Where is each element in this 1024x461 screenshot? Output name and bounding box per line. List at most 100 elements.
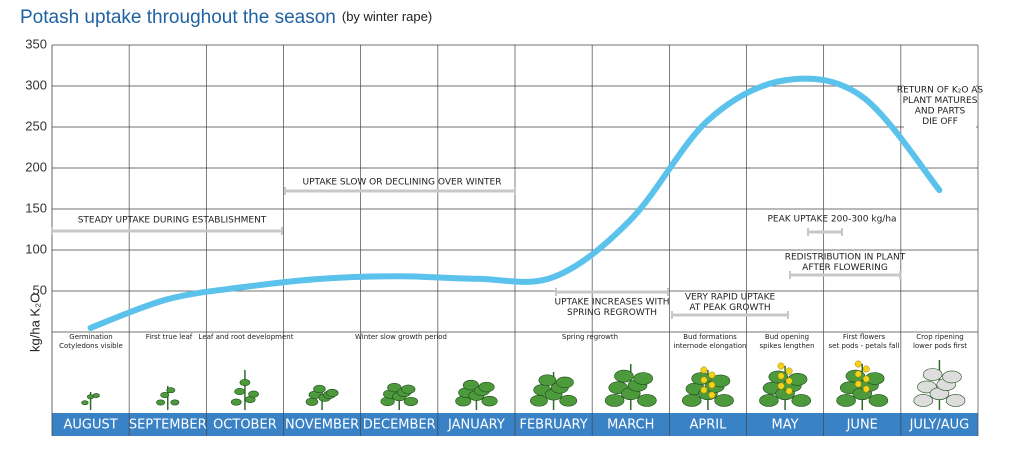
uptake-line xyxy=(87,75,943,331)
plant-leaf xyxy=(387,382,402,393)
plant-leaf xyxy=(325,388,339,398)
plant-leaf xyxy=(166,387,176,394)
plant-leaf xyxy=(836,394,856,407)
plant-flower xyxy=(854,370,862,378)
plant-flower xyxy=(862,365,870,373)
stage-label: Leaf and root development xyxy=(199,333,294,341)
plant-leaf xyxy=(633,372,654,385)
stage-label: Spring regrowth xyxy=(562,333,618,341)
y-tick-label: 150 xyxy=(25,200,47,215)
x-tick-label: DECEMBER xyxy=(363,418,436,433)
plant-leaf xyxy=(945,394,966,407)
plant-leaf xyxy=(234,387,245,395)
stage-label: Bud formations xyxy=(683,333,737,341)
plant-leaf xyxy=(305,397,319,406)
plant-icon xyxy=(156,386,180,410)
y-tick-label: 50 xyxy=(33,282,47,297)
plant-leaf xyxy=(401,384,416,394)
plant-leaf xyxy=(538,374,557,386)
plant-leaf xyxy=(791,394,812,407)
plant-leaf xyxy=(160,392,170,398)
x-tick-label: AUGUST xyxy=(63,418,117,433)
plant-leaf xyxy=(681,394,702,407)
plant-leaf xyxy=(239,378,251,387)
annotation: AFTER FLOWERING xyxy=(802,263,888,273)
stage-label: lower pods first xyxy=(913,342,967,350)
plant-leaf xyxy=(845,369,866,383)
annotation: SPRING REGROWTH xyxy=(567,308,657,318)
plant-flower xyxy=(700,386,708,394)
x-tick-label: APRIL xyxy=(689,418,727,433)
x-tick-label: SEPTEMBER xyxy=(129,418,207,433)
plant-leaf xyxy=(230,398,242,406)
plant-flower xyxy=(862,375,870,383)
plant-leaf xyxy=(156,399,166,406)
x-tick-label: NOVEMBER xyxy=(285,418,359,433)
plant-leaf xyxy=(922,368,943,381)
x-tick-label: MARCH xyxy=(607,418,654,433)
plant-leaf xyxy=(556,376,574,389)
plant-flower xyxy=(708,381,716,389)
plant-icon xyxy=(455,379,498,410)
plant-icon xyxy=(530,372,578,410)
annotation: UPTAKE INCREASES WITH xyxy=(555,298,670,308)
plant-icon xyxy=(230,370,259,410)
plant-leaf xyxy=(403,396,419,407)
plant-leaf xyxy=(942,370,962,384)
x-tick-label: JULY/AUG xyxy=(909,418,970,433)
annotation: PEAK UPTAKE 200-300 kg/ha xyxy=(767,215,896,225)
annotation: STEADY UPTAKE DURING ESTABLISHMENT xyxy=(78,216,267,226)
x-tick-label: JUNE xyxy=(846,418,878,433)
plant-icon xyxy=(81,392,100,410)
chart-title: Potash uptake throughout the season (by w… xyxy=(20,7,432,28)
x-tick-label: MAY xyxy=(772,418,799,433)
y-axis-label: kg/ha K₂O xyxy=(27,293,42,352)
plant-flower xyxy=(854,380,862,388)
plant-leaf xyxy=(913,394,934,407)
plant-flower xyxy=(708,391,716,399)
plant-leaf xyxy=(714,394,734,407)
plant-leaf xyxy=(478,381,495,393)
annotation: DIE OFF xyxy=(922,117,958,127)
plant-flower xyxy=(785,367,793,375)
stage-label: First true leaf xyxy=(146,333,193,341)
plant-leaf xyxy=(92,393,100,398)
annotation-box xyxy=(904,84,976,128)
plant-flower xyxy=(777,382,785,390)
annotation: VERY RAPID UPTAKE xyxy=(685,293,776,303)
plant-flower xyxy=(777,362,785,370)
plant-leaf xyxy=(481,395,498,407)
plant-leaf xyxy=(170,399,180,406)
plant-flower xyxy=(708,371,716,379)
x-tick-label: OCTOBER xyxy=(213,418,277,433)
plant-flower xyxy=(700,366,708,374)
plant-leaf xyxy=(462,379,479,391)
stage-label: set pods - petals fall xyxy=(829,342,900,350)
annotation: AT PEAK GROWTH xyxy=(689,303,770,313)
stage-label: First flowers xyxy=(843,333,886,341)
y-tick-label: 100 xyxy=(25,241,47,256)
y-tick-label: 350 xyxy=(25,36,47,51)
stage-label: Bud opening xyxy=(765,333,809,341)
plant-icon xyxy=(604,364,657,410)
stage-label: Crop ripening xyxy=(916,333,963,341)
plant-leaf xyxy=(81,400,89,406)
stage-label: internode elongation xyxy=(674,342,747,350)
plant-flower xyxy=(785,387,793,395)
plant-leaf xyxy=(455,395,472,407)
x-tick-label: JANUARY xyxy=(447,418,505,433)
annotation: REDISTRIBUTION IN PLANT xyxy=(785,253,906,263)
stage-label: spikes lengthen xyxy=(759,342,814,350)
y-tick-label: 300 xyxy=(25,77,47,92)
plant-leaf xyxy=(604,394,625,407)
annotation: PLANT MATURES xyxy=(903,96,978,106)
plant-leaf xyxy=(759,394,779,407)
plant-icon xyxy=(380,382,419,410)
plant-flower xyxy=(854,360,862,368)
plant-leaf xyxy=(248,390,259,398)
plant-flower xyxy=(785,377,793,385)
plant-icon xyxy=(759,362,812,410)
plant-leaf xyxy=(313,384,326,393)
annotation: UPTAKE SLOW OR DECLINING OVER WINTER xyxy=(303,178,502,188)
